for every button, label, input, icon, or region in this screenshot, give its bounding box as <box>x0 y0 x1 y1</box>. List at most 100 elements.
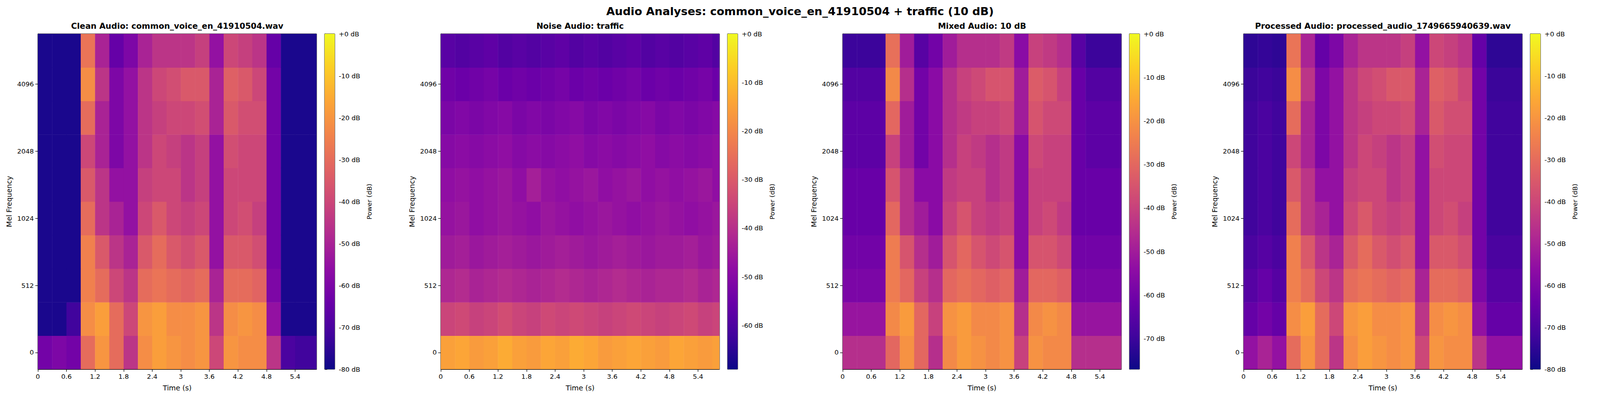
svg-text:4.8: 4.8 <box>1467 372 1478 381</box>
svg-text:-10 dB: -10 dB <box>1544 72 1567 80</box>
svg-text:2.4: 2.4 <box>1352 372 1364 381</box>
svg-text:0.6: 0.6 <box>61 372 72 381</box>
svg-text:0: 0 <box>1241 372 1246 381</box>
svg-text:0: 0 <box>438 372 443 381</box>
svg-text:Time (s): Time (s) <box>1368 383 1398 392</box>
svg-text:-60 dB: -60 dB <box>741 321 764 330</box>
svg-text:+0 dB: +0 dB <box>338 30 359 38</box>
svg-text:0: 0 <box>1235 348 1240 356</box>
svg-text:Clean Audio: common_voice_en_4: Clean Audio: common_voice_en_41910504.wa… <box>71 21 284 31</box>
svg-text:+0 dB: +0 dB <box>1544 30 1565 38</box>
svg-text:1.2: 1.2 <box>89 372 101 381</box>
svg-text:-20 dB: -20 dB <box>1544 114 1567 122</box>
svg-text:-80 dB: -80 dB <box>338 365 361 374</box>
svg-text:5.4: 5.4 <box>1495 372 1507 381</box>
svg-text:4.2: 4.2 <box>232 372 244 381</box>
svg-text:+0 dB: +0 dB <box>741 30 762 38</box>
svg-text:-50 dB: -50 dB <box>1544 239 1567 248</box>
svg-text:2048: 2048 <box>420 147 437 156</box>
svg-text:Mel Frequency: Mel Frequency <box>809 175 818 227</box>
svg-text:512: 512 <box>1226 281 1240 290</box>
svg-text:5.4: 5.4 <box>289 372 301 381</box>
svg-text:2048: 2048 <box>1222 147 1240 156</box>
svg-text:Mixed Audio: 10 dB: Mixed Audio: 10 dB <box>938 21 1027 31</box>
svg-text:512: 512 <box>826 281 839 290</box>
svg-text:-60 dB: -60 dB <box>338 281 361 290</box>
svg-text:Power (dB): Power (dB) <box>1571 183 1579 220</box>
svg-text:3.6: 3.6 <box>203 372 215 381</box>
svg-text:Time (s): Time (s) <box>565 383 595 392</box>
svg-text:4096: 4096 <box>17 80 34 88</box>
svg-text:Mel Frequency: Mel Frequency <box>1210 175 1219 227</box>
svg-text:-60 dB: -60 dB <box>1544 281 1567 290</box>
svg-text:-10 dB: -10 dB <box>741 78 764 87</box>
svg-text:1.2: 1.2 <box>894 372 906 381</box>
svg-text:1.8: 1.8 <box>118 372 130 381</box>
svg-text:-10 dB: -10 dB <box>1143 73 1166 82</box>
svg-text:1024: 1024 <box>420 214 437 223</box>
svg-text:3.6: 3.6 <box>1409 372 1421 381</box>
svg-text:0: 0 <box>834 348 839 356</box>
svg-text:-30 dB: -30 dB <box>338 156 361 164</box>
svg-text:Time (s): Time (s) <box>967 383 997 392</box>
svg-text:-40 dB: -40 dB <box>1143 203 1166 212</box>
svg-text:-20 dB: -20 dB <box>338 114 361 122</box>
svg-text:3: 3 <box>983 372 988 381</box>
svg-text:-40 dB: -40 dB <box>338 197 361 206</box>
svg-text:1.8: 1.8 <box>1324 372 1335 381</box>
svg-text:0: 0 <box>35 372 40 381</box>
svg-text:Audio Analyses: common_voice_e: Audio Analyses: common_voice_en_41910504… <box>606 5 995 18</box>
svg-text:-30 dB: -30 dB <box>741 175 764 184</box>
svg-text:512: 512 <box>21 281 34 290</box>
svg-text:-50 dB: -50 dB <box>1143 247 1166 256</box>
svg-text:5.4: 5.4 <box>692 372 704 381</box>
svg-text:-40 dB: -40 dB <box>1544 197 1567 206</box>
svg-text:0.6: 0.6 <box>463 372 475 381</box>
svg-text:512: 512 <box>424 281 437 290</box>
svg-text:1.2: 1.2 <box>1295 372 1307 381</box>
svg-text:-30 dB: -30 dB <box>1143 160 1166 169</box>
svg-text:4096: 4096 <box>1222 80 1240 88</box>
svg-text:-60 dB: -60 dB <box>1143 291 1166 299</box>
svg-text:+0 dB: +0 dB <box>1143 30 1164 38</box>
svg-text:Time (s): Time (s) <box>162 383 192 392</box>
svg-text:4.2: 4.2 <box>1037 372 1049 381</box>
svg-text:-50 dB: -50 dB <box>741 273 764 281</box>
svg-text:0: 0 <box>432 348 437 356</box>
svg-text:-80 dB: -80 dB <box>1544 365 1567 374</box>
svg-text:3: 3 <box>1384 372 1389 381</box>
svg-text:0: 0 <box>840 372 845 381</box>
svg-text:3: 3 <box>178 372 183 381</box>
svg-text:-10 dB: -10 dB <box>338 72 361 80</box>
svg-text:Power (dB): Power (dB) <box>1170 183 1178 220</box>
svg-text:-30 dB: -30 dB <box>1544 156 1567 164</box>
svg-text:4.8: 4.8 <box>261 372 273 381</box>
svg-text:0.6: 0.6 <box>1266 372 1278 381</box>
svg-text:5.4: 5.4 <box>1094 372 1106 381</box>
svg-text:Power (dB): Power (dB) <box>768 183 777 220</box>
svg-text:4096: 4096 <box>420 80 437 88</box>
svg-text:4.2: 4.2 <box>635 372 647 381</box>
svg-text:Mel Frequency: Mel Frequency <box>5 175 14 227</box>
svg-text:Processed Audio: processed_aud: Processed Audio: processed_audio_1749665… <box>1255 21 1512 31</box>
svg-text:1024: 1024 <box>821 214 839 223</box>
svg-text:-70 dB: -70 dB <box>1544 323 1567 332</box>
svg-text:Power (dB): Power (dB) <box>365 183 374 220</box>
svg-text:0.6: 0.6 <box>865 372 877 381</box>
svg-text:Mel Frequency: Mel Frequency <box>407 175 417 227</box>
svg-text:Noise Audio: traffic: Noise Audio: traffic <box>536 21 624 31</box>
svg-text:-70 dB: -70 dB <box>338 323 361 332</box>
svg-text:-50 dB: -50 dB <box>338 239 361 248</box>
svg-text:0: 0 <box>29 348 34 356</box>
svg-text:3.6: 3.6 <box>1008 372 1020 381</box>
svg-text:1.2: 1.2 <box>492 372 504 381</box>
svg-text:4096: 4096 <box>821 80 839 88</box>
svg-text:3.6: 3.6 <box>606 372 618 381</box>
svg-text:-40 dB: -40 dB <box>741 224 764 232</box>
svg-text:4.2: 4.2 <box>1438 372 1450 381</box>
svg-text:2.4: 2.4 <box>549 372 561 381</box>
svg-text:-20 dB: -20 dB <box>741 127 764 135</box>
svg-text:-20 dB: -20 dB <box>1143 117 1166 125</box>
svg-text:1.8: 1.8 <box>521 372 533 381</box>
svg-text:1024: 1024 <box>1222 214 1240 223</box>
